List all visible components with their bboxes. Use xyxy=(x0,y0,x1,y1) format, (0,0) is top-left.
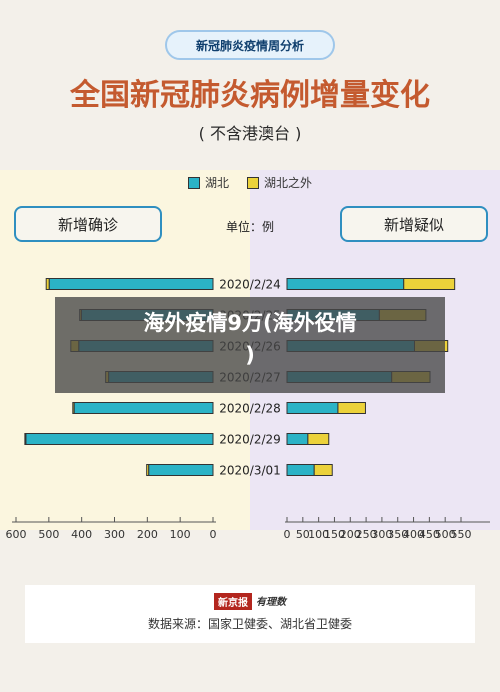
series-badge: 新冠肺炎疫情周分析 xyxy=(165,30,335,60)
right-x-tick-label: 300 xyxy=(371,528,392,541)
brand-logo-secondary: 有理数 xyxy=(256,597,286,608)
right-bar-outside xyxy=(313,464,333,476)
left-bar-hubei xyxy=(148,464,214,476)
legend-label-outside: 湖北之外 xyxy=(264,176,313,190)
right-panel-label: 新增疑似 xyxy=(340,206,488,242)
right-x-tick-label: 100 xyxy=(308,528,329,541)
left-x-tick-label: 300 xyxy=(104,528,125,541)
left-bar-outside xyxy=(24,433,27,445)
right-x-tick-label: 250 xyxy=(356,528,377,541)
left-bar-hubei xyxy=(73,402,214,414)
news-headline-overlay: 海外疫情9万(海外役情 ) xyxy=(55,297,445,393)
page-subtitle: ( 不含港澳台 ) xyxy=(198,124,302,143)
right-bar-hubei xyxy=(286,464,315,476)
left-bar-hubei xyxy=(48,278,214,290)
right-bar-outside xyxy=(307,433,330,445)
legend-swatch-outside xyxy=(247,176,259,189)
left-x-tick-label: 200 xyxy=(137,528,158,541)
category-label: 2020/2/28 xyxy=(219,402,281,416)
page-title: 全国新冠肺炎病例增量变化 xyxy=(70,78,430,113)
left-x-tick-label: 0 xyxy=(210,528,217,541)
right-x-tick-label: 50 xyxy=(296,528,310,541)
unit-label: 单位：例 xyxy=(225,220,274,234)
legend-swatch-hubei xyxy=(187,176,200,189)
left-x-tick-label: 400 xyxy=(71,528,92,541)
header-area: 新冠肺炎疫情周分析 全国新冠肺炎病例增量变化 ( 不含港澳台 ) xyxy=(0,0,500,170)
right-x-tick-label: 550 xyxy=(451,528,472,541)
left-bar-outside xyxy=(146,464,150,476)
left-x-tick-label: 600 xyxy=(6,528,27,541)
category-label: 2020/3/01 xyxy=(219,464,281,478)
brand-logo-primary: 新京报 xyxy=(214,593,252,610)
right-bar-outside xyxy=(403,278,456,290)
category-label: 2020/2/29 xyxy=(219,433,281,447)
left-x-tick-label: 100 xyxy=(170,528,191,541)
left-panel-label: 新增确诊 xyxy=(14,206,162,242)
right-x-tick-label: 450 xyxy=(419,528,440,541)
overlay-line-1: 海外疫情9万(海外役情 xyxy=(143,311,357,335)
legend-label-hubei: 湖北 xyxy=(204,176,229,190)
data-source-text: 数据来源：国家卫健委、湖北省卫健委 xyxy=(147,617,352,631)
right-x-tick-label: 400 xyxy=(403,528,424,541)
right-x-tick-label: 200 xyxy=(340,528,361,541)
brand-logo: 新京报 有理数 xyxy=(25,593,475,610)
legend-item-outside: 湖北之外 xyxy=(247,174,312,191)
right-bar-hubei xyxy=(286,278,405,290)
right-bar-outside xyxy=(337,402,366,414)
right-bar-hubei xyxy=(286,433,309,445)
right-x-tick-label: 0 xyxy=(284,528,291,541)
source-card: 新京报 有理数 数据来源：国家卫健委、湖北省卫健委 xyxy=(25,585,475,643)
right-bar-hubei xyxy=(286,402,339,414)
right-x-tick-label: 500 xyxy=(435,528,456,541)
left-bar-outside xyxy=(72,402,75,414)
right-x-tick-label: 150 xyxy=(324,528,345,541)
overlay-line-2: ) xyxy=(245,343,255,367)
left-x-tick-label: 500 xyxy=(38,528,59,541)
legend-item-hubei: 湖北 xyxy=(187,174,229,191)
left-bar-hubei xyxy=(25,433,214,445)
category-label: 2020/2/24 xyxy=(219,278,281,292)
right-x-tick-label: 350 xyxy=(387,528,408,541)
butterfly-bar-chart: 2020/2/242020/2/252020/2/262020/2/272020… xyxy=(6,278,490,541)
legend: 湖北 湖北之外 xyxy=(0,174,500,191)
left-bar-outside xyxy=(45,278,50,290)
